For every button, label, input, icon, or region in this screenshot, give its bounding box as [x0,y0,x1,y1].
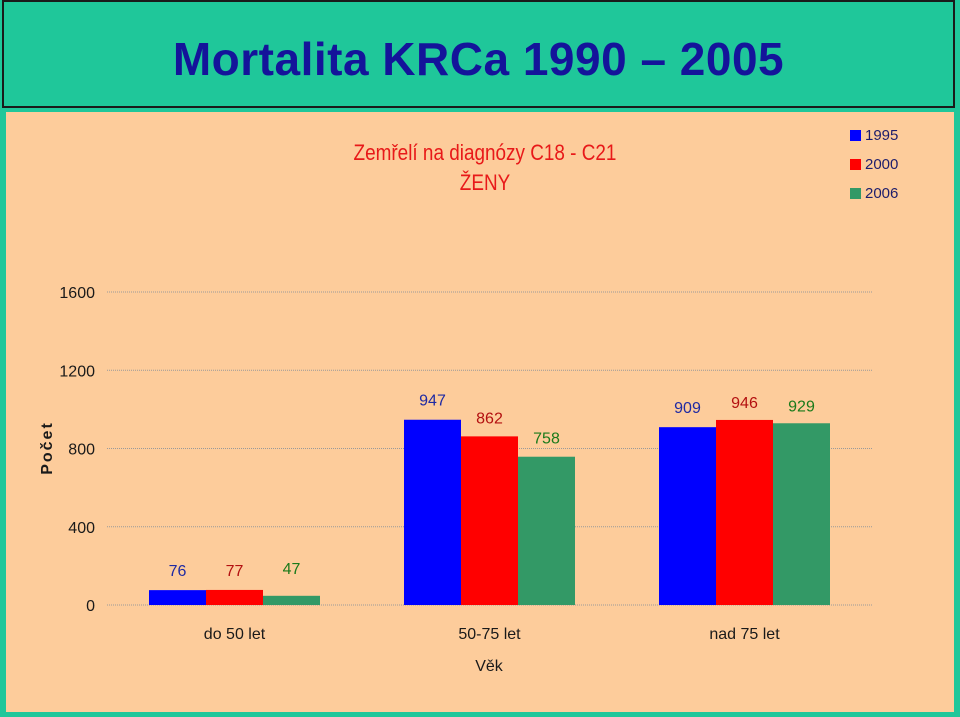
title-bar: Mortalita KRCa 1990 – 2005 [2,0,955,108]
y-tick-label-1600: 1600 [59,285,95,302]
legend-item-1995: 1995 [850,121,898,150]
data-label-2000-1: 77 [226,563,244,580]
slide-title: Mortalita KRCa 1990 – 2005 [172,33,785,85]
bar-2006-1 [263,595,320,605]
y-tick-label-800: 800 [68,442,95,459]
bar-1995-3 [659,427,716,605]
data-label-1995-2: 947 [419,393,446,410]
legend-swatch-1995 [850,130,861,141]
data-label-2000-3: 946 [731,395,758,412]
y-tick-label-1200: 1200 [59,363,95,380]
legend-item-2000: 2000 [850,150,898,179]
bar-2006-2 [518,456,575,605]
legend-label-2006: 2006 [865,185,899,202]
chart-panel [6,112,954,712]
legend-swatch-2006 [850,188,861,199]
bar-2000-3 [716,419,773,605]
legend-label-2000: 2000 [865,156,899,173]
y-axis-title: Počet [39,421,56,475]
bar-1995-2 [404,419,461,605]
legend-swatch-2000 [850,159,861,170]
data-label-2006-1: 47 [283,561,301,578]
y-tick-label-0: 0 [86,598,95,615]
bar-2000-1 [206,589,263,605]
chart-title: Zemřelí na diagnózy C18 - C21 ŽENY [326,138,644,198]
data-label-2000-2: 862 [476,410,503,427]
x-tick-label-2: 50-75 let [458,626,521,643]
bar-2000-2 [461,436,518,605]
data-label-2006-2: 758 [533,431,560,448]
bar-1995-1 [149,590,206,605]
x-tick-label-1: do 50 let [204,626,266,643]
data-label-1995-3: 909 [674,400,701,417]
legend-label-1995: 1995 [865,127,899,144]
bar-2006-3 [773,423,830,605]
data-label-1995-1: 76 [169,563,187,580]
chart-subtitle: ŽENY [459,170,511,195]
x-tick-label-3: nad 75 let [709,626,780,643]
legend: 1995 2000 2006 [850,121,898,208]
y-tick-label-400: 400 [68,520,95,537]
data-label-2006-3: 929 [788,398,815,415]
x-axis-title: Věk [475,658,504,675]
legend-item-2006: 2006 [850,179,898,208]
chart-title-line: Zemřelí na diagnózy C18 - C21 [353,140,617,165]
